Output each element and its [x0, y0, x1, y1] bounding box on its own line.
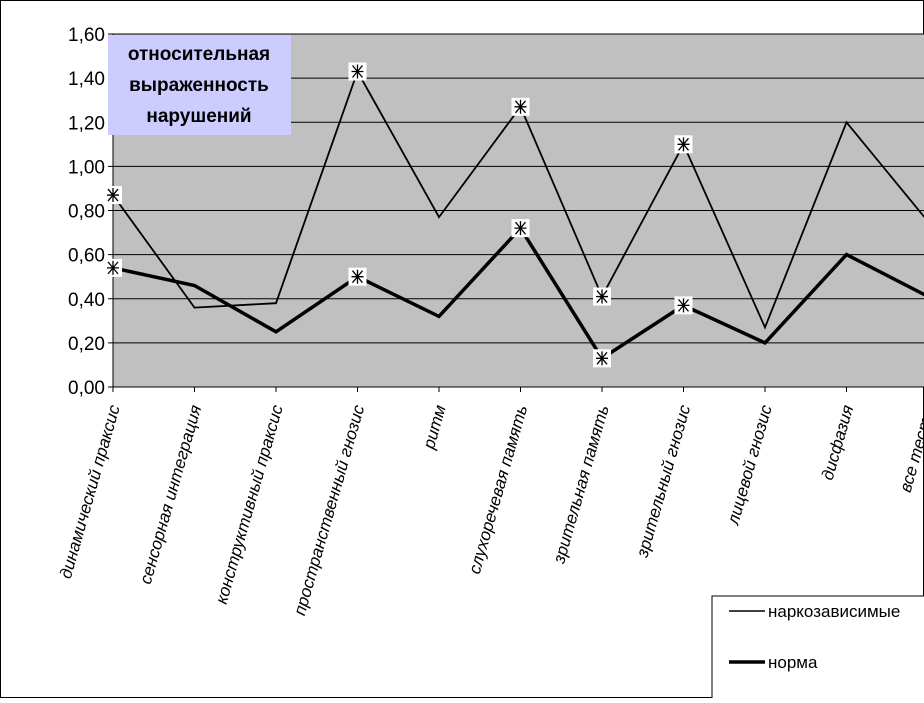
- title-background: [108, 35, 291, 135]
- title-line-2: выраженность: [129, 75, 269, 96]
- title-line-3: нарушений: [146, 106, 251, 127]
- data-point-marker: [674, 296, 693, 315]
- data-point-marker: [511, 219, 530, 238]
- data-point-marker: [104, 258, 122, 277]
- y-tick-label: 0,20: [68, 334, 105, 355]
- y-tick-label: 1,60: [68, 25, 105, 46]
- legend-label-norma: норма: [768, 653, 818, 672]
- series-markers: [104, 62, 693, 368]
- data-point-marker: [348, 62, 367, 81]
- y-tick-label: 0,40: [68, 290, 105, 311]
- chart-title-box: относительная выраженность нарушений: [108, 35, 291, 135]
- y-axis-ticks: 0,00 0,20 0,40 0,60 0,80 1,00 1,20 1,40 1,60: [68, 25, 113, 399]
- legend-label-narko: наркозависимые: [768, 602, 900, 621]
- y-tick-label: 1,40: [68, 69, 105, 90]
- data-point-marker: [593, 287, 611, 306]
- legend: наркозависимые норма: [711, 595, 924, 703]
- y-tick-label: 0,00: [68, 378, 105, 399]
- data-point-marker: [511, 97, 530, 116]
- y-tick-label: 0,60: [68, 246, 105, 267]
- data-point-marker: [104, 186, 122, 205]
- y-tick-label: 0,80: [68, 202, 105, 223]
- data-point-marker: [348, 267, 367, 286]
- data-point-marker: [674, 135, 693, 154]
- data-point-marker: [593, 349, 611, 368]
- y-tick-label: 1,20: [68, 113, 105, 134]
- y-tick-label: 1,00: [68, 157, 105, 178]
- title-line-1: относительная: [128, 44, 270, 65]
- legend-box: [711, 595, 924, 703]
